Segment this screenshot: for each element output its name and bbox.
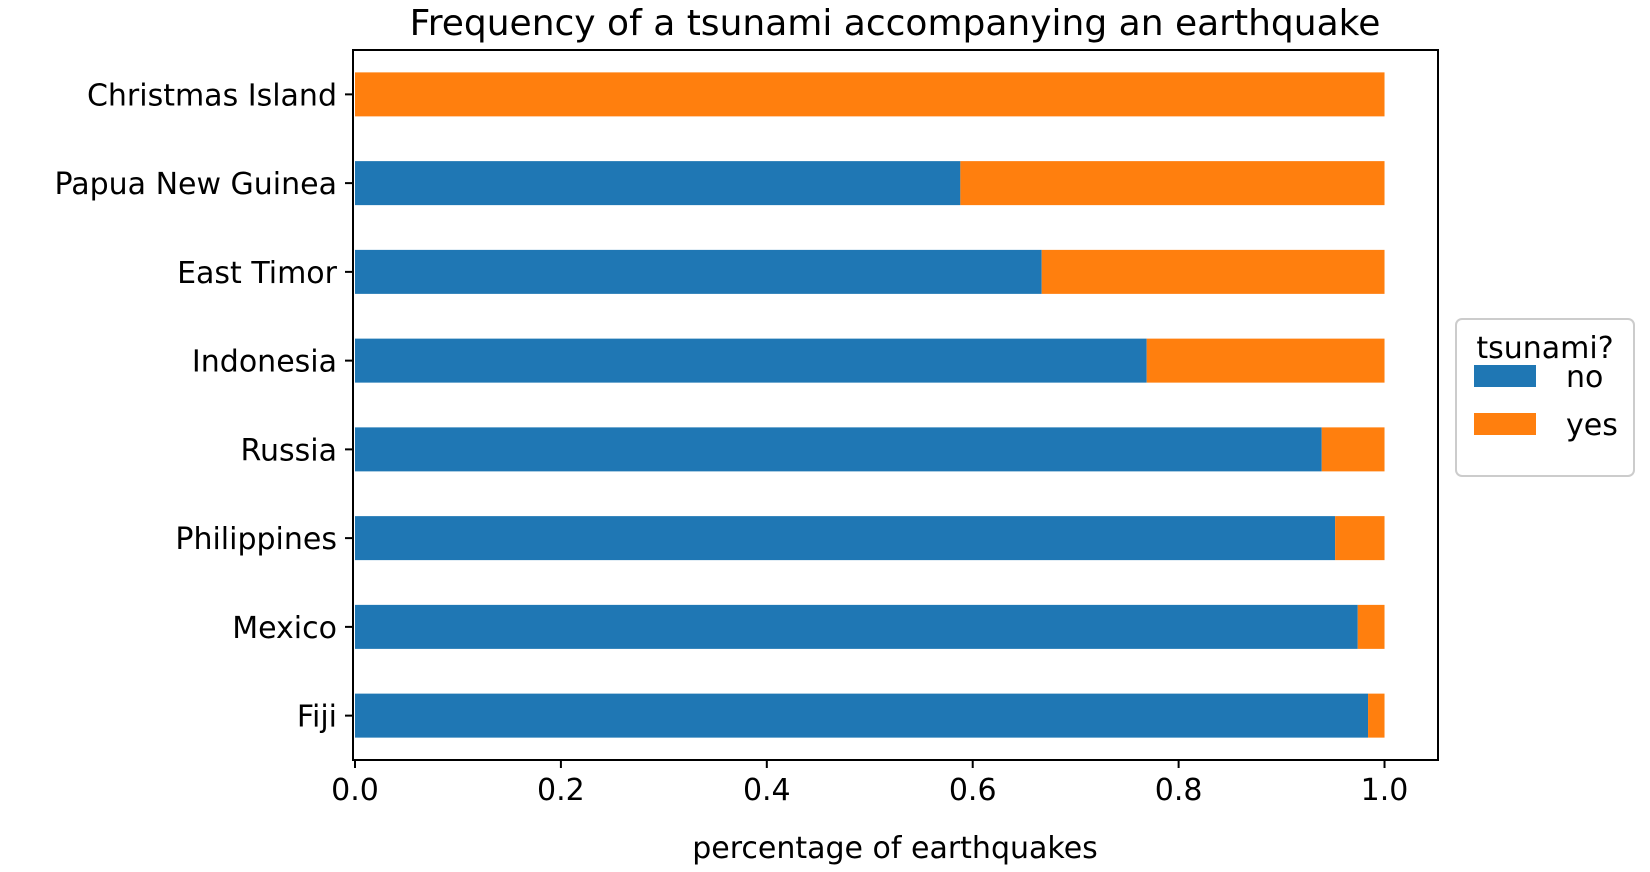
y-tick-label: Russia bbox=[241, 433, 338, 468]
bar-no-russia bbox=[355, 427, 1322, 472]
legend-items: no yes bbox=[1474, 360, 1618, 443]
x-tick-label: 0.2 bbox=[537, 773, 585, 808]
y-tick-label: Christmas Island bbox=[87, 78, 337, 113]
x-axis-ticks: 0.0 0.2 0.4 0.6 0.8 1.0 bbox=[331, 760, 1408, 808]
y-tick-label: Indonesia bbox=[192, 345, 337, 380]
y-tick-label: Papua New Guinea bbox=[54, 167, 337, 202]
bar-no-mexico bbox=[355, 604, 1358, 649]
bar-no-east-timor bbox=[355, 249, 1042, 294]
bar-no-indonesia bbox=[355, 338, 1147, 383]
plot-frame bbox=[352, 49, 1439, 761]
bar-no-papua-new-guinea bbox=[355, 161, 961, 206]
y-tick-label: Philippines bbox=[175, 522, 337, 557]
legend-swatch-yes bbox=[1474, 413, 1536, 435]
bar-yes-fiji bbox=[1368, 693, 1385, 738]
bar-no-philippines bbox=[355, 516, 1336, 561]
bar-yes-mexico bbox=[1357, 604, 1385, 649]
legend-box bbox=[1455, 318, 1635, 477]
bar-yes-christmas-island bbox=[355, 72, 1385, 117]
y-tick-label: East Timor bbox=[177, 256, 338, 291]
bars-layer bbox=[355, 72, 1385, 738]
x-tick-label: 0.8 bbox=[1155, 773, 1203, 808]
x-tick-label: 0.6 bbox=[949, 773, 997, 808]
bar-yes-indonesia bbox=[1146, 338, 1385, 383]
x-tick-label: 0.0 bbox=[331, 773, 379, 808]
y-tick-label: Mexico bbox=[232, 611, 337, 646]
x-tick-label: 0.4 bbox=[743, 773, 791, 808]
x-axis-label: percentage of earthquakes bbox=[692, 831, 1098, 866]
y-axis-ticks: Christmas Island Papua New Guinea East Tim… bbox=[54, 78, 353, 735]
bar-yes-east-timor bbox=[1041, 249, 1385, 294]
legend: tsunami? no yes bbox=[1455, 318, 1635, 477]
legend-label-no: no bbox=[1566, 360, 1603, 395]
legend-swatch-no bbox=[1474, 365, 1536, 387]
legend-label-yes: yes bbox=[1566, 408, 1618, 443]
legend-title: tsunami? bbox=[1476, 331, 1613, 366]
bar-yes-papua-new-guinea bbox=[960, 161, 1385, 206]
bar-yes-russia bbox=[1321, 427, 1385, 472]
chart-title: Frequency of a tsunami accompanying an e… bbox=[410, 3, 1381, 44]
bar-yes-philippines bbox=[1335, 516, 1385, 561]
y-tick-label: Fiji bbox=[297, 700, 337, 735]
bar-no-fiji bbox=[355, 693, 1369, 738]
x-tick-label: 1.0 bbox=[1361, 773, 1409, 808]
